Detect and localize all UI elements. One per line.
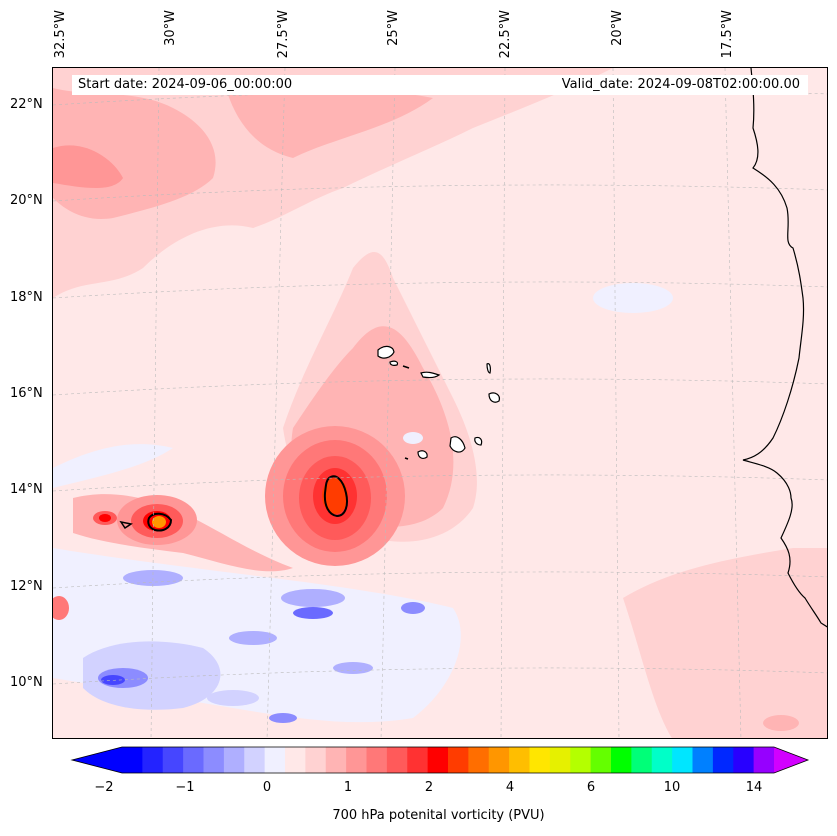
pv-negative-blob2 bbox=[101, 675, 125, 685]
colorbar-swatch bbox=[529, 747, 551, 773]
lon-label: 25°W bbox=[386, 10, 401, 46]
pv-vortex-contour bbox=[323, 475, 348, 518]
colorbar-swatch bbox=[549, 747, 571, 773]
colorbar-swatch bbox=[590, 747, 612, 773]
lat-label: 10°N bbox=[10, 675, 43, 690]
pv-vortex-ring5 bbox=[322, 478, 348, 514]
colorbar-swatch bbox=[611, 747, 632, 773]
colorbar-tick: 14 bbox=[745, 780, 763, 795]
lon-label: 27.5°W bbox=[276, 10, 291, 59]
pv-positive-field-southeast bbox=[623, 548, 827, 738]
colorbar-swatch bbox=[305, 747, 327, 773]
island-boa-vista bbox=[488, 392, 500, 403]
colorbar-swatch bbox=[570, 747, 592, 773]
colorbar-swatch bbox=[366, 747, 388, 773]
colorbar-swatch bbox=[244, 747, 266, 773]
lon-label: 30°W bbox=[163, 10, 178, 46]
lat-label: 20°N bbox=[10, 193, 43, 208]
colorbar-tick: 10 bbox=[663, 780, 681, 795]
colorbar-swatch bbox=[733, 747, 755, 773]
island-fogo bbox=[417, 450, 428, 459]
colorbar-swatch bbox=[712, 747, 734, 773]
colorbar-swatch bbox=[509, 747, 530, 773]
island-brava bbox=[404, 457, 409, 460]
pv-negative-blob6 bbox=[401, 602, 425, 614]
island-sal bbox=[486, 363, 491, 374]
island-sao-vicente bbox=[389, 360, 399, 366]
lat-label: 22°N bbox=[10, 97, 43, 112]
colorbar-tick: 0 bbox=[262, 780, 272, 795]
valid-date: Valid_date: 2024-09-08T02:00:00.00 bbox=[561, 77, 800, 92]
colorbar-swatch bbox=[488, 747, 510, 773]
pv-west-ring-small2 bbox=[99, 514, 111, 522]
pv-contour-map bbox=[53, 68, 827, 738]
colorbar-swatch bbox=[631, 747, 653, 773]
pv-field-northwest-inner2 bbox=[53, 145, 123, 188]
lon-label: 22.5°W bbox=[498, 10, 513, 59]
colorbar-swatch bbox=[285, 747, 306, 773]
pv-negative-blob10 bbox=[269, 713, 297, 723]
colorbar-tick: 1 bbox=[343, 780, 353, 795]
map-panel bbox=[52, 67, 828, 739]
pv-west-contour-small bbox=[119, 520, 133, 530]
colorbar-swatch bbox=[753, 747, 775, 773]
colorbar-swatch bbox=[692, 747, 714, 773]
pv-field-northwest-band bbox=[223, 78, 433, 158]
pv-negative-blob11 bbox=[593, 283, 673, 313]
colorbar-outline bbox=[70, 746, 810, 774]
colorbar-swatch bbox=[427, 747, 449, 773]
colorbar-swatch bbox=[264, 747, 286, 773]
lat-label: 14°N bbox=[10, 482, 43, 497]
colorbar-swatch bbox=[672, 747, 693, 773]
date-header: Start date: 2024-09-06_00:00:00 Valid_da… bbox=[72, 75, 808, 95]
pv-negative-blob12 bbox=[403, 432, 423, 444]
colorbar-tick: 6 bbox=[586, 780, 596, 795]
colorbar-tick: 2 bbox=[424, 780, 434, 795]
colorbar-swatch bbox=[162, 747, 184, 773]
colorbar-swatch bbox=[386, 747, 408, 773]
island-sao-nicolau bbox=[420, 371, 441, 379]
colorbar-extend-low bbox=[72, 747, 122, 773]
colorbar-swatch bbox=[122, 747, 143, 773]
pv-negative-blob7 bbox=[229, 631, 277, 645]
pv-west-contour bbox=[147, 512, 173, 532]
lon-label: 17.5°W bbox=[720, 10, 735, 59]
lon-label: 20°W bbox=[610, 10, 625, 46]
colorbar-swatch bbox=[407, 747, 429, 773]
colorbar-swatch bbox=[651, 747, 673, 773]
pv-negative-blob9 bbox=[207, 690, 259, 706]
island-santiago bbox=[449, 436, 466, 453]
colorbar-swatch bbox=[325, 747, 347, 773]
colorbar-tick: −2 bbox=[94, 780, 114, 795]
colorbar-tick: −1 bbox=[175, 780, 195, 795]
colorbar-swatch bbox=[448, 747, 469, 773]
colorbar-extend-high bbox=[774, 747, 808, 773]
colorbar-swatch bbox=[346, 747, 367, 773]
colorbar bbox=[70, 746, 810, 774]
colorbar-tick: 4 bbox=[505, 780, 515, 795]
colorbar-swatch bbox=[203, 747, 225, 773]
island-santo-antao bbox=[377, 345, 395, 359]
colorbar-swatch bbox=[142, 747, 164, 773]
pv-negative-blob5 bbox=[293, 607, 333, 619]
lon-label: 32.5°W bbox=[53, 10, 68, 59]
colorbar-swatch bbox=[223, 747, 245, 773]
pv-positive-blob-west bbox=[53, 596, 69, 620]
island-santa-luzia bbox=[402, 365, 410, 369]
pv-negative-field bbox=[53, 444, 173, 488]
lat-label: 18°N bbox=[10, 290, 43, 305]
graticule bbox=[53, 68, 827, 738]
pv-positive-blob-east bbox=[763, 715, 799, 731]
island-maio bbox=[474, 436, 483, 446]
pv-negative-blob8 bbox=[333, 662, 373, 674]
africa-coastline bbox=[742, 68, 827, 628]
colorbar-label: 700 hPa potenital vorticity (PVU) bbox=[332, 808, 545, 823]
colorbar-swatch bbox=[468, 747, 490, 773]
colorbar-swatch bbox=[183, 747, 204, 773]
lat-label: 12°N bbox=[10, 579, 43, 594]
pv-negative-blob4 bbox=[281, 589, 345, 607]
lat-label: 16°N bbox=[10, 386, 43, 401]
start-date: Start date: 2024-09-06_00:00:00 bbox=[78, 77, 293, 92]
pv-west-ring4 bbox=[152, 516, 166, 528]
